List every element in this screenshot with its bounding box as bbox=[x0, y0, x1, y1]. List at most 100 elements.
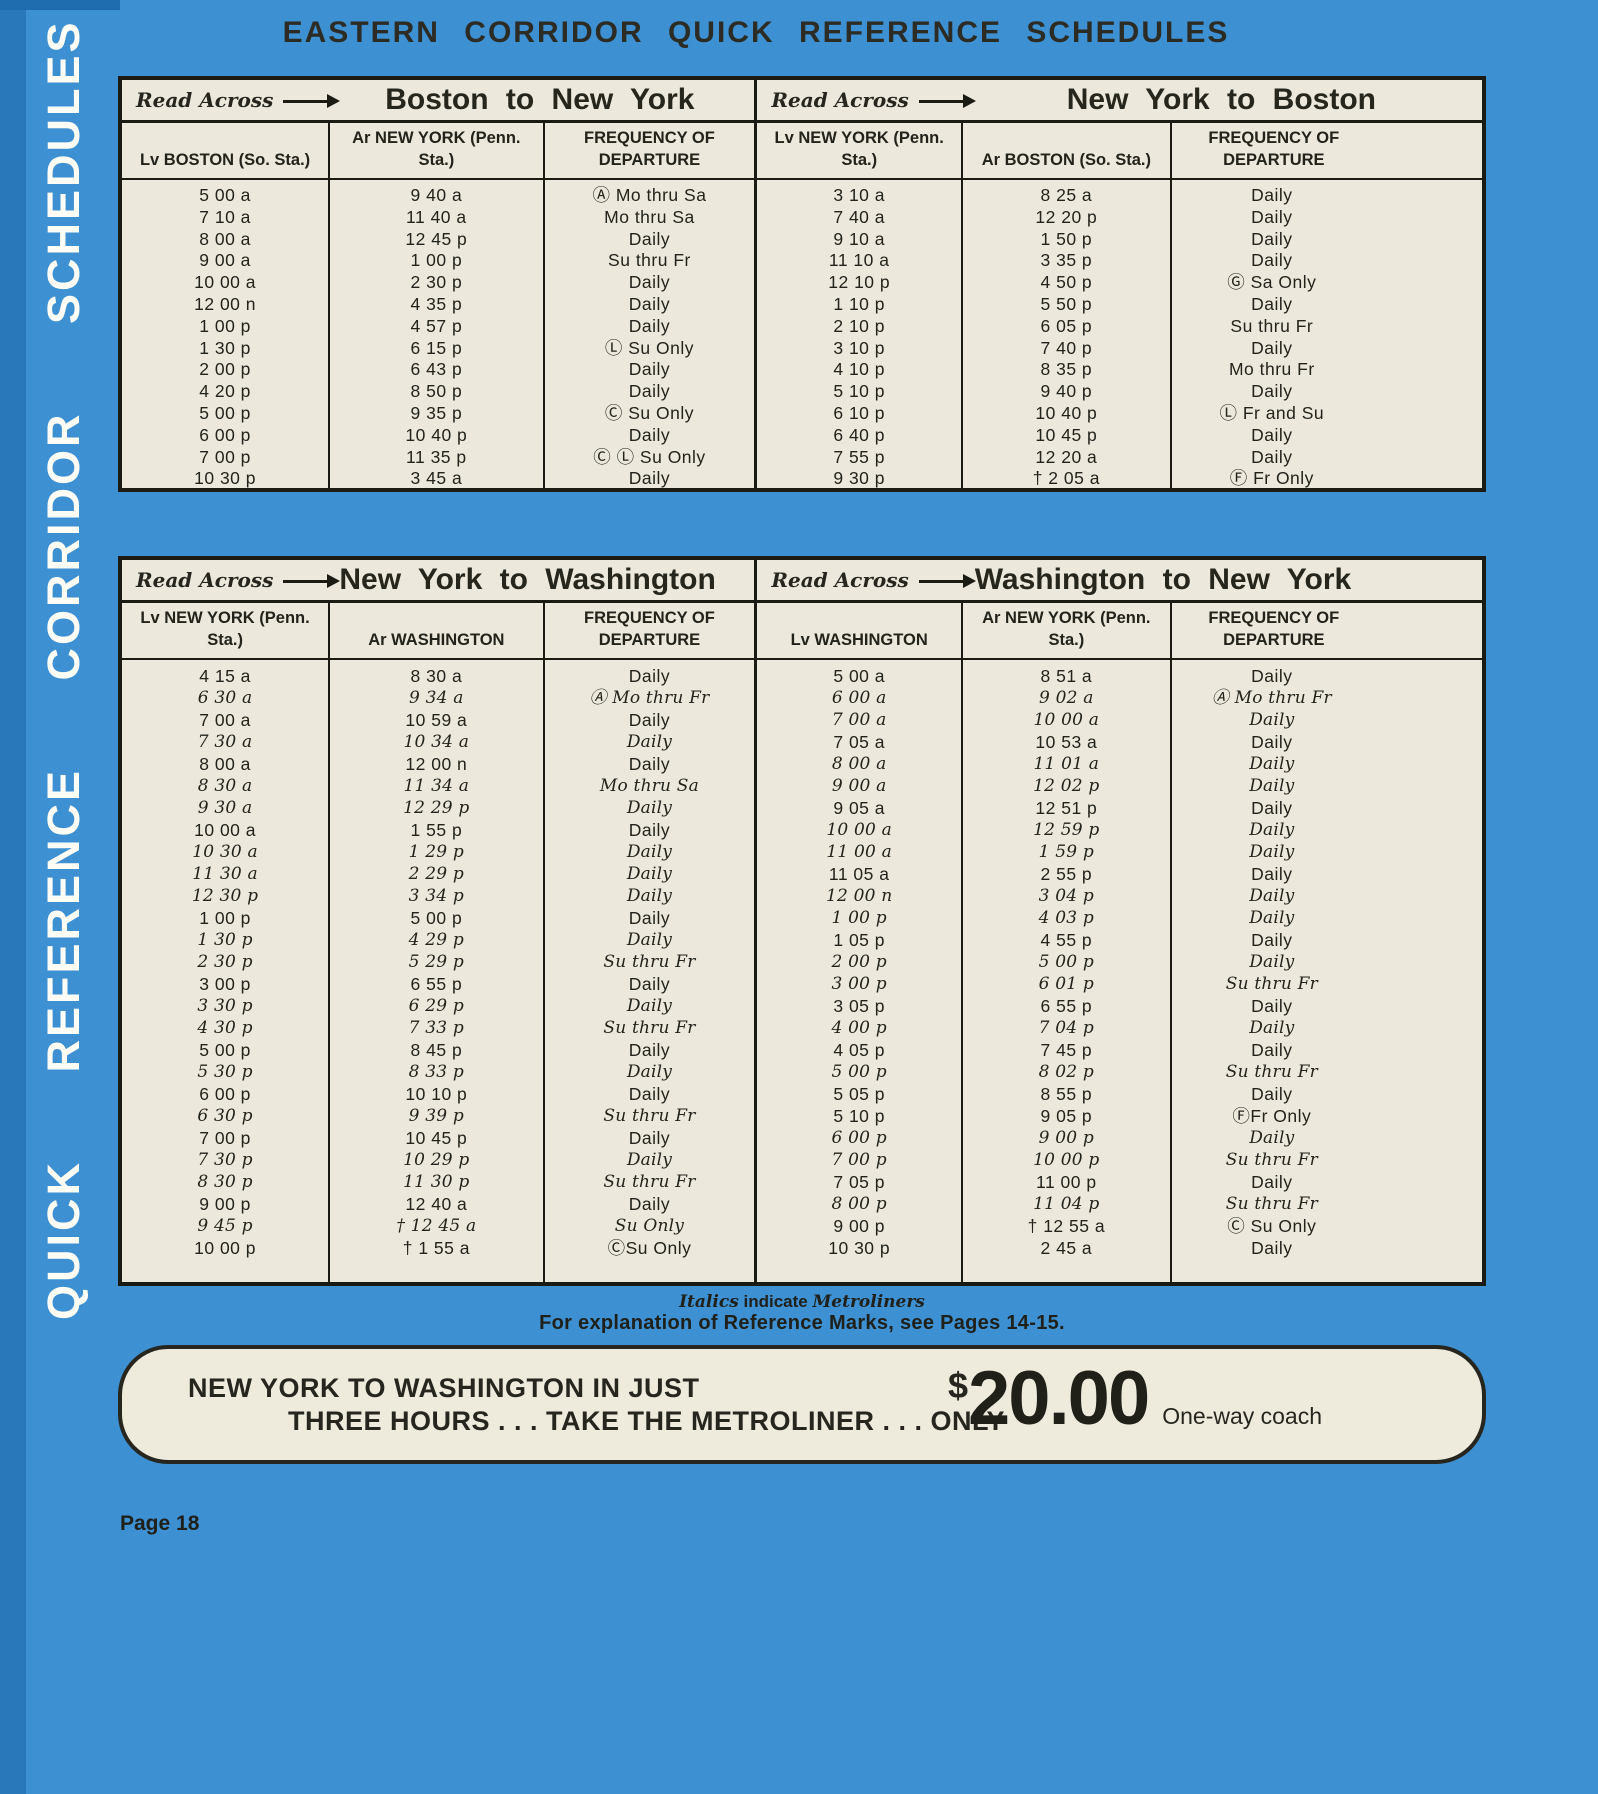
ar-time-cell: 8 50 p bbox=[410, 381, 463, 402]
frequency-cell: Daily bbox=[628, 381, 671, 402]
frequency-cell: Mo thru Sa bbox=[599, 776, 699, 796]
lv-time-cell: 7 55 p bbox=[833, 446, 886, 467]
frequency-cell: Ⓐ Mo thru Sa bbox=[592, 185, 707, 205]
footnote-reference-marks: For explanation of Reference Marks, see … bbox=[539, 1312, 1065, 1334]
ar-time-cell: 1 55 p bbox=[410, 820, 463, 840]
footnote-indicate-word: indicate bbox=[738, 1292, 813, 1311]
footnote-italics-word: Italics bbox=[679, 1292, 739, 1312]
ar-time-cell: 11 40 a bbox=[406, 206, 467, 227]
frequency-cell: Daily bbox=[1251, 1040, 1293, 1060]
ar-time-cell: 11 01 a bbox=[1033, 754, 1100, 774]
frequency-cell: Daily bbox=[1251, 864, 1293, 884]
lv-time-cell: 7 00 p bbox=[199, 446, 251, 467]
frequency-cell: Ⓐ Mo thru Fr bbox=[1211, 688, 1332, 708]
frequency-cell: Su Only bbox=[614, 1216, 685, 1236]
lv-time-cell: 12 10 p bbox=[828, 272, 891, 293]
lv-time-cell: 10 00 a bbox=[194, 272, 257, 293]
lv-time-cell: 12 00 n bbox=[825, 886, 893, 906]
ar-time-cell: 7 45 p bbox=[1040, 1040, 1093, 1060]
ar-time-cell: 8 45 p bbox=[410, 1040, 463, 1060]
ar-time-cell: 12 20 p bbox=[1035, 206, 1098, 227]
read-across-label: Read Across bbox=[136, 88, 274, 112]
lv-time-cell: 5 00 p bbox=[199, 402, 251, 423]
ar-time-cell: 12 29 p bbox=[403, 798, 470, 818]
lv-time-cell: 10 00 a bbox=[826, 820, 892, 840]
table-half-title: New York to Boston bbox=[1066, 83, 1376, 116]
frequency-cell: Su thru Fr bbox=[1225, 974, 1318, 994]
frequency-cell: Daily bbox=[1251, 732, 1293, 752]
frequency-cell: Daily bbox=[1251, 1172, 1293, 1192]
column-header: FREQUENCY OF DEPARTURE bbox=[544, 603, 755, 660]
ar-time-cell: 9 35 p bbox=[410, 402, 463, 423]
lv-time-cell: 8 00 p bbox=[831, 1194, 887, 1214]
lv-time-cell: 3 05 p bbox=[833, 996, 886, 1016]
lv-time-cell: 6 00 a bbox=[831, 688, 887, 708]
lv-time-cell: 10 00 a bbox=[194, 820, 257, 840]
ar-time-cell: 4 57 p bbox=[410, 315, 463, 336]
lv-time-cell: 7 30 p bbox=[197, 1150, 253, 1170]
ar-time-cell: 10 10 p bbox=[405, 1084, 468, 1104]
frequency-cell: Daily bbox=[628, 315, 671, 336]
table-half-header: Read Across Boston to New York bbox=[122, 80, 755, 123]
column-frequency: FREQUENCY OF DEPARTURE Daily Ⓐ Mo thru Fr… bbox=[1169, 603, 1482, 1282]
footnote-metroliner: Italics indicate Metroliners bbox=[118, 1292, 1486, 1312]
ar-time-cell: 8 02 p bbox=[1038, 1062, 1094, 1082]
lv-time-cell: 4 00 p bbox=[831, 1018, 887, 1038]
read-across-label: Read Across bbox=[136, 568, 274, 592]
lv-time-cell: 9 30 p bbox=[833, 468, 886, 489]
ar-time-cell: 11 35 p bbox=[406, 446, 467, 467]
ar-time-cell: 6 43 p bbox=[410, 359, 463, 380]
ar-time-cell: 4 35 p bbox=[410, 293, 463, 314]
frequency-cell: Daily bbox=[1251, 930, 1293, 950]
ar-time-cell: 11 30 p bbox=[403, 1172, 470, 1192]
frequency-cell: Daily bbox=[1249, 908, 1295, 928]
schedule-table-newyork-washington: Read Across New York to Washington Lv NE… bbox=[118, 556, 1486, 1286]
ar-time-cell: 2 45 a bbox=[1040, 1238, 1093, 1258]
ar-time-cell: 12 51 p bbox=[1035, 798, 1098, 818]
frequency-cell: Ⓒ Su Only bbox=[1227, 1216, 1317, 1236]
lv-time-cell: 11 05 a bbox=[828, 864, 890, 884]
lv-time-cell: 4 15 a bbox=[199, 666, 251, 686]
frequency-cell: Daily bbox=[628, 974, 671, 994]
page-edge-shade bbox=[0, 0, 26, 1794]
lv-time-cell: 6 10 p bbox=[833, 402, 886, 423]
lv-time-cell: 1 00 p bbox=[199, 908, 251, 928]
lv-time-cell: 6 40 p bbox=[833, 424, 886, 445]
lv-time-cell: 4 30 p bbox=[197, 1018, 253, 1038]
frequency-cell: Daily bbox=[628, 710, 671, 730]
ar-time-cell: 10 00 a bbox=[1033, 710, 1100, 730]
lv-time-cell: 6 00 p bbox=[831, 1128, 887, 1148]
column-header: FREQUENCY OF DEPARTURE bbox=[1171, 603, 1482, 660]
lv-time-cell: 8 00 a bbox=[199, 754, 251, 774]
ar-time-cell: 2 29 p bbox=[408, 864, 465, 884]
column-header: Ar WASHINGTON bbox=[330, 603, 543, 660]
ar-time-cell: 12 20 a bbox=[1035, 446, 1098, 467]
frequency-cell: Daily bbox=[1249, 820, 1295, 840]
frequency-cell: Daily bbox=[628, 228, 671, 249]
schedule-table-boston-newyork: Read Across Boston to New York Lv BOSTON… bbox=[118, 76, 1486, 492]
frequency-cell: ⒸSu Only bbox=[607, 1238, 692, 1258]
frequency-cell: Ⓒ Ⓛ Su Only bbox=[593, 446, 706, 467]
lv-time-cell: 1 00 p bbox=[199, 315, 251, 336]
lv-time-cell: 2 00 p bbox=[199, 359, 251, 380]
lv-time-cell: 2 00 p bbox=[831, 952, 887, 972]
lv-time-cell: 7 00 a bbox=[199, 710, 251, 730]
frequency-cell: Daily bbox=[626, 1062, 673, 1082]
lv-time-cell: 9 00 a bbox=[199, 250, 251, 271]
ar-time-cell: 9 40 p bbox=[1040, 381, 1093, 402]
frequency-cell: Su thru Fr bbox=[603, 952, 696, 972]
lv-time-cell: 4 20 p bbox=[199, 381, 251, 402]
frequency-cell: Daily bbox=[628, 468, 671, 489]
ar-time-cell: 7 04 p bbox=[1038, 1018, 1094, 1038]
column-ar-times: Ar NEW YORK (Penn. Sta.) 9 40 a 11 40 a 12… bbox=[328, 123, 543, 491]
frequency-list: Daily Ⓐ Mo thru Fr Daily Daily Daily Daily Dai… bbox=[1172, 660, 1482, 1259]
ar-time-cell: 8 33 p bbox=[408, 1062, 465, 1082]
ar-time-cell: 3 45 a bbox=[410, 468, 463, 489]
frequency-cell: Ⓒ Su Only bbox=[604, 402, 695, 423]
frequency-cell: Su thru Fr bbox=[608, 250, 691, 271]
